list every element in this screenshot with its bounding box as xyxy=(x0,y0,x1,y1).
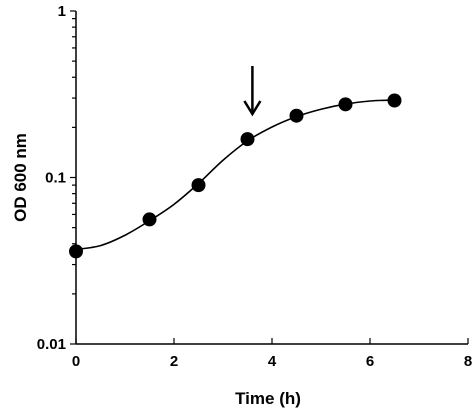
x-tick-label: 2 xyxy=(170,353,178,370)
ticks: 0 2 4 6 8 0.01 0.1 1 xyxy=(37,3,472,370)
y-axis-title: OD 600 nm xyxy=(11,133,30,222)
annotation xyxy=(243,66,262,117)
data-point xyxy=(338,97,353,112)
data-point xyxy=(240,132,255,147)
y-tick-label: 1 xyxy=(58,3,66,20)
data-point xyxy=(142,212,157,227)
y-tick-label: 0.01 xyxy=(37,336,66,353)
x-tick-label: 4 xyxy=(268,353,277,370)
data-points xyxy=(69,93,402,259)
data-point xyxy=(289,108,304,123)
x-tick-label: 6 xyxy=(366,353,374,370)
data-point xyxy=(69,244,83,259)
data-point xyxy=(191,178,206,193)
x-tick-label: 0 xyxy=(72,353,80,370)
y-tick-label: 0.1 xyxy=(45,170,66,187)
x-tick-label: 8 xyxy=(464,353,472,370)
data-point xyxy=(387,93,402,108)
fit-curve xyxy=(75,99,395,251)
x-axis-title: Time (h) xyxy=(235,389,301,408)
arrow-head xyxy=(243,100,262,117)
axes xyxy=(75,11,468,345)
